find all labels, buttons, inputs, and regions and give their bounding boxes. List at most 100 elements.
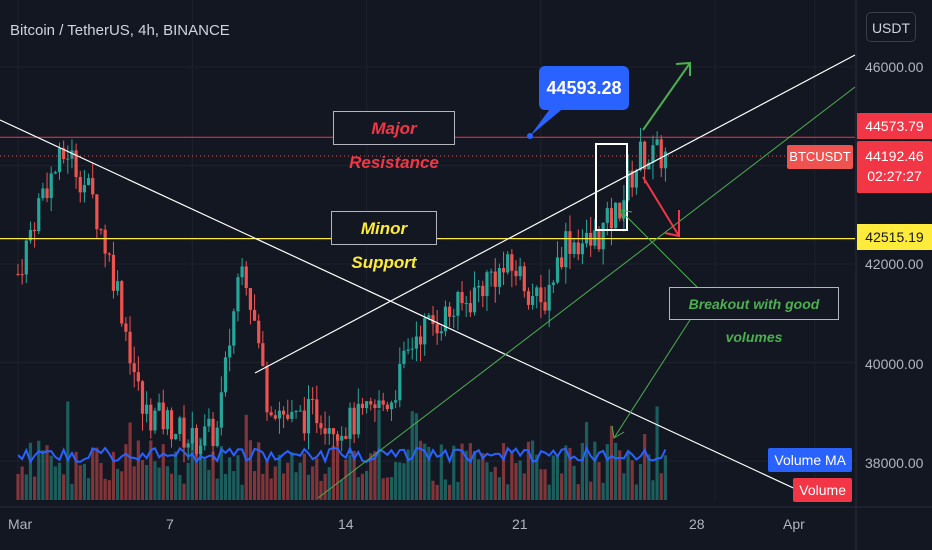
candle-down <box>252 309 257 321</box>
volume-bar <box>394 462 398 500</box>
candle-up <box>203 426 207 446</box>
volume-bar <box>323 473 327 500</box>
minor-support-label[interactable]: Minor Support <box>331 211 437 272</box>
candle-up <box>294 411 298 413</box>
time-axis-label-21: 21 <box>512 516 528 532</box>
volume-bar <box>66 401 70 500</box>
candle-up <box>365 401 369 409</box>
volume-bar <box>468 443 472 500</box>
candle-up <box>82 185 86 193</box>
volume-bar <box>252 471 257 500</box>
volume-bar <box>306 474 311 500</box>
volume-bar <box>460 443 464 500</box>
volume-bar <box>580 442 584 500</box>
candle-down <box>311 398 315 400</box>
volume-bar <box>33 476 37 500</box>
volume-bar <box>232 471 236 500</box>
candle-up <box>456 292 460 316</box>
candle-down <box>286 414 290 419</box>
volume-bar <box>365 470 369 500</box>
candle-down <box>45 188 49 199</box>
candle-up <box>626 170 630 201</box>
volume-bar <box>228 457 232 500</box>
candle-down <box>257 320 261 344</box>
candle-up <box>356 403 360 435</box>
candle-down <box>630 170 634 188</box>
candle-down <box>107 253 111 255</box>
volume-bar <box>223 474 228 500</box>
support-trendline <box>317 86 856 499</box>
candle-up <box>53 172 57 174</box>
candle-up <box>477 285 481 288</box>
volume-bar <box>174 451 178 500</box>
major-resistance-label[interactable]: Major Resistance <box>333 111 455 172</box>
volume-bar <box>53 466 57 500</box>
volume-bar <box>489 471 493 500</box>
time-axis-label-14: 14 <box>338 516 354 532</box>
breakout-label[interactable]: Breakout with good volumes <box>669 287 839 345</box>
volume-bar <box>16 474 20 500</box>
candle-up <box>414 336 418 349</box>
volume-bar <box>319 480 323 500</box>
candle-up <box>443 306 448 332</box>
candle-up <box>236 277 240 312</box>
volume-bar <box>286 462 290 500</box>
current-price: 44192.46 <box>865 148 924 164</box>
volume-bar <box>564 445 568 500</box>
volume-bar <box>605 444 609 500</box>
candle-up <box>232 311 236 346</box>
candle-up <box>199 445 203 454</box>
volume-bar <box>62 474 66 500</box>
candle-up <box>622 200 626 219</box>
candle-down <box>128 331 132 364</box>
volume-bar <box>45 445 49 500</box>
volume-bar <box>614 442 618 500</box>
bar-countdown: 02:27:27 <box>867 168 922 184</box>
candle-down <box>435 324 439 334</box>
candle-up <box>306 398 311 434</box>
candle-down <box>124 323 128 332</box>
candle-up <box>153 410 157 431</box>
candle-up <box>24 240 28 275</box>
volume-bar <box>273 466 277 500</box>
candle-down <box>560 257 564 268</box>
candle-down <box>95 194 99 230</box>
volume-bar <box>116 468 120 500</box>
candle-down <box>418 336 423 345</box>
time-axis-label-mar: Mar <box>8 516 33 532</box>
volume-bar <box>203 458 207 500</box>
volume-bar <box>659 473 663 500</box>
candle-up <box>228 345 232 358</box>
candle-down <box>352 407 356 435</box>
candle-up <box>423 318 427 345</box>
volume-bar <box>207 469 211 500</box>
volume-bar <box>153 461 157 500</box>
price-axis-label-46000: 46000.00 <box>865 59 924 75</box>
candle-down <box>269 412 273 416</box>
volume-bar <box>501 443 506 500</box>
volume-bar <box>277 454 282 500</box>
volume-bar <box>128 422 132 500</box>
volume-bar <box>335 440 340 500</box>
volume-bar <box>472 451 477 500</box>
symbol-title: Bitcoin / TetherUS, 4h, BINANCE <box>10 22 230 39</box>
volume-bar <box>514 463 518 500</box>
candle-down <box>132 363 136 373</box>
bullish-arrow <box>642 62 691 131</box>
candle-up <box>497 267 501 287</box>
candle-up <box>564 231 568 268</box>
volume-bar <box>120 471 124 500</box>
volume-bar <box>282 473 286 500</box>
volume-bar <box>518 460 522 500</box>
price-callout[interactable]: 44593.28 <box>539 66 629 110</box>
volume-bar <box>406 449 410 500</box>
volume-bar <box>70 483 74 500</box>
volume-bar <box>190 442 194 500</box>
candle-down <box>248 288 252 310</box>
volume-bar <box>622 473 626 500</box>
currency-button[interactable]: USDT <box>866 12 916 42</box>
volume-bar <box>78 465 82 500</box>
candle-up <box>190 427 194 444</box>
volume-bar <box>452 445 456 500</box>
